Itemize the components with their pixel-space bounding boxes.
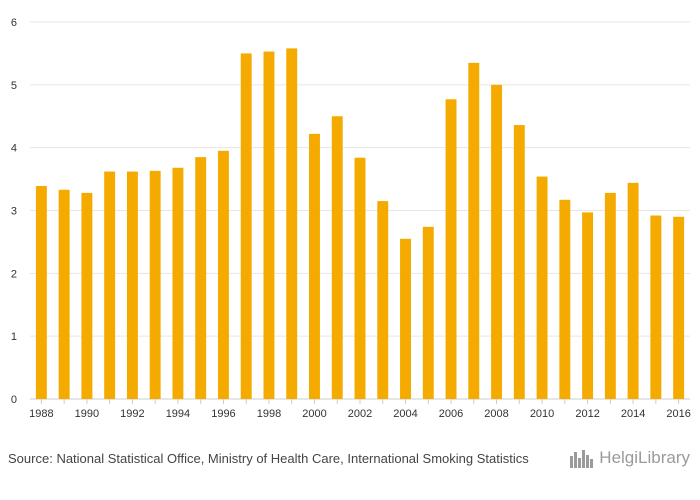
helgilibrary-logo: HelgiLibrary [569, 448, 690, 468]
x-tick-label: 2012 [575, 408, 599, 420]
bar-2016 [673, 216, 685, 399]
x-tick-label: 2002 [348, 408, 372, 420]
x-tick-label: 2010 [530, 408, 554, 420]
y-tick-label: 5 [11, 80, 17, 92]
x-tick-label: 2006 [439, 408, 463, 420]
y-tick-label: 6 [11, 17, 17, 29]
x-tick-label: 1996 [211, 408, 235, 420]
bar-2012 [582, 212, 594, 399]
bar-1997 [240, 53, 252, 400]
x-tick-label: 2014 [621, 408, 645, 420]
source-text: National Statistical Office, Ministry of… [56, 451, 529, 466]
bar-2005 [422, 226, 434, 399]
y-tick-label: 2 [11, 268, 17, 280]
y-tick-label: 1 [11, 331, 17, 343]
bar-2004 [400, 238, 411, 399]
bar-1995 [195, 157, 207, 399]
bar-2001 [331, 116, 343, 399]
bar-2008 [491, 84, 503, 399]
bar-1996 [217, 150, 229, 399]
x-tick-label: 1998 [257, 408, 281, 420]
x-tick-label: 2008 [484, 408, 508, 420]
bar-2011 [559, 199, 571, 399]
bar-1991 [104, 171, 116, 399]
bar-1989 [58, 189, 70, 399]
x-tick-label: 1992 [120, 408, 144, 420]
bars [35, 48, 685, 400]
x-tick-label: 1988 [29, 408, 53, 420]
bar-2007 [468, 62, 480, 399]
bar-chart: 0 1 2 3 4 5 6 1988 1990 1992 1994 1996 1998 2000 2002… [11, 17, 691, 420]
bar-2010 [536, 176, 548, 399]
y-tick-label: 3 [11, 206, 17, 218]
bar-1990 [81, 192, 93, 399]
bar-2000 [309, 133, 320, 400]
y-tick-label: 0 [11, 394, 17, 406]
x-tick-label: 2004 [393, 408, 417, 420]
y-tick-label: 4 [11, 143, 17, 155]
bar-2006 [445, 99, 457, 399]
bar-2002 [354, 157, 366, 399]
x-axis-tick-labels: 1988 1990 1992 1994 1996 1998 2000 2002 2004 2006… [29, 399, 691, 420]
bar-2009 [513, 125, 525, 400]
bar-1992 [126, 171, 138, 399]
source-label: Source: [8, 451, 53, 466]
x-tick-label: 2000 [302, 408, 326, 420]
x-tick-label: 1990 [75, 408, 99, 420]
source-note: Source: National Statistical Office, Min… [8, 450, 548, 468]
bar-1993 [149, 170, 161, 399]
logo-text: HelgiLibrary [599, 448, 690, 467]
bar-1988 [35, 185, 47, 399]
x-tick-label: 1994 [166, 408, 190, 420]
y-axis-tick-labels: 0 1 2 3 4 5 6 [11, 17, 17, 406]
x-tick-label: 2016 [666, 408, 690, 420]
bar-2003 [377, 201, 389, 399]
bar-2013 [604, 192, 616, 399]
bar-1994 [172, 167, 184, 399]
bar-1998 [263, 51, 275, 399]
city-skyline-icon [570, 450, 594, 468]
bar-2014 [627, 182, 639, 399]
bar-2015 [650, 215, 662, 399]
bar-1999 [286, 48, 298, 399]
